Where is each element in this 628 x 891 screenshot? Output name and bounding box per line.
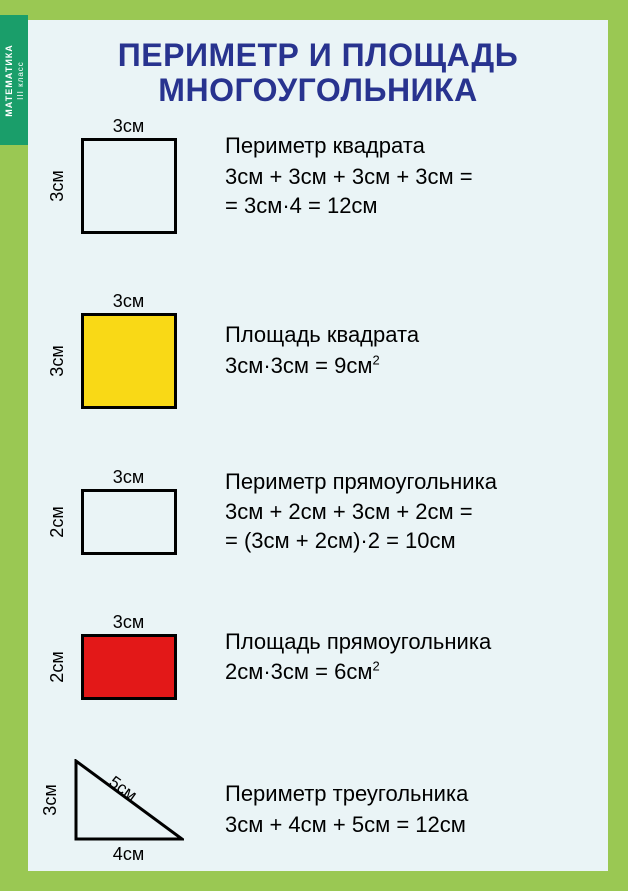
- formula-line: 3см + 4см + 5см = 12см: [225, 811, 590, 840]
- formula-text: 3см·3см = 9см2: [225, 353, 380, 378]
- dim-label-left: 2см: [46, 506, 67, 537]
- poster-border: МАТЕМАТИКА III класс ПЕРИМЕТР И ПЛОЩАДЬ …: [0, 0, 628, 891]
- rect-shape: [81, 634, 177, 700]
- shape-triangle: 3см 4см 5см: [74, 759, 184, 841]
- shape-col: 3см 2см: [46, 614, 211, 700]
- formula-line: 2см·3см = 6см2: [225, 658, 590, 687]
- shape-col: 3см 3см: [46, 293, 211, 409]
- tab-sub: III класс: [16, 44, 25, 117]
- formula-line: = (3см + 2см)·2 = 10см: [225, 527, 590, 556]
- shape-rect-outline: 3см 2см: [81, 489, 177, 555]
- shape-rect-filled: 3см 2см: [81, 634, 177, 700]
- tab-main: МАТЕМАТИКА: [4, 44, 14, 117]
- formula-heading: Периметр треугольника: [225, 780, 590, 809]
- shape-square-filled: 3см 3см: [81, 313, 177, 409]
- content-rows: 3см 3см Периметр квадрата 3см + 3см + 3с…: [46, 118, 590, 861]
- dim-label-left: 3см: [39, 784, 60, 815]
- formula-line: 3см + 2см + 3см + 2см =: [225, 498, 590, 527]
- dim-label-left: 2см: [46, 652, 67, 683]
- dim-label-left: 3см: [46, 171, 67, 202]
- row-rect-perimeter: 3см 2см Периметр прямоугольника 3см + 2с…: [46, 468, 590, 556]
- text-col: Периметр прямоугольника 3см + 2см + 3см …: [225, 468, 590, 556]
- formula-line: 3см + 3см + 3см + 3см =: [225, 163, 590, 192]
- dim-label-bottom: 4см: [113, 844, 144, 865]
- formula-heading: Площадь квадрата: [225, 321, 590, 350]
- square-shape: [81, 313, 177, 409]
- dim-label-left: 3см: [46, 345, 67, 376]
- formula-heading: Периметр квадрата: [225, 132, 590, 161]
- formula-heading: Площадь прямоугольника: [225, 628, 590, 657]
- poster-inner: ПЕРИМЕТР И ПЛОЩАДЬ МНОГОУГОЛЬНИКА 3см 3с…: [28, 20, 608, 871]
- rect-shape: [81, 489, 177, 555]
- dim-label-top: 3см: [113, 612, 144, 633]
- text-col: Площадь прямоугольника 2см·3см = 6см2: [225, 628, 590, 687]
- dim-label-top: 3см: [113, 291, 144, 312]
- row-triangle-perimeter: 3см 4см 5см Периметр треугольника 3см + …: [46, 759, 590, 861]
- page-title: ПЕРИМЕТР И ПЛОЩАДЬ МНОГОУГОЛЬНИКА: [46, 38, 590, 108]
- subject-tab-text: МАТЕМАТИКА III класс: [4, 44, 25, 117]
- formula-line: 3см·3см = 9см2: [225, 352, 590, 381]
- shape-square-outline: 3см 3см: [81, 138, 177, 234]
- shape-col: 3см 3см: [46, 118, 211, 234]
- text-col: Периметр треугольника 3см + 4см + 5см = …: [225, 780, 590, 839]
- shape-col: 3см 2см: [46, 469, 211, 555]
- dim-label-top: 3см: [113, 467, 144, 488]
- formula-heading: Периметр прямоугольника: [225, 468, 590, 497]
- shape-col: 3см 4см 5см: [46, 759, 211, 861]
- formula-text: 2см·3см = 6см2: [225, 659, 380, 684]
- square-shape: [81, 138, 177, 234]
- subject-tab: МАТЕМАТИКА III класс: [0, 15, 28, 145]
- row-square-area: 3см 3см Площадь квадрата 3см·3см = 9см2: [46, 293, 590, 409]
- row-square-perimeter: 3см 3см Периметр квадрата 3см + 3см + 3с…: [46, 118, 590, 234]
- dim-label-top: 3см: [113, 116, 144, 137]
- text-col: Периметр квадрата 3см + 3см + 3см + 3см …: [225, 132, 590, 220]
- formula-line: = 3см·4 = 12см: [225, 192, 590, 221]
- row-rect-area: 3см 2см Площадь прямоугольника 2см·3см =…: [46, 614, 590, 700]
- text-col: Площадь квадрата 3см·3см = 9см2: [225, 321, 590, 380]
